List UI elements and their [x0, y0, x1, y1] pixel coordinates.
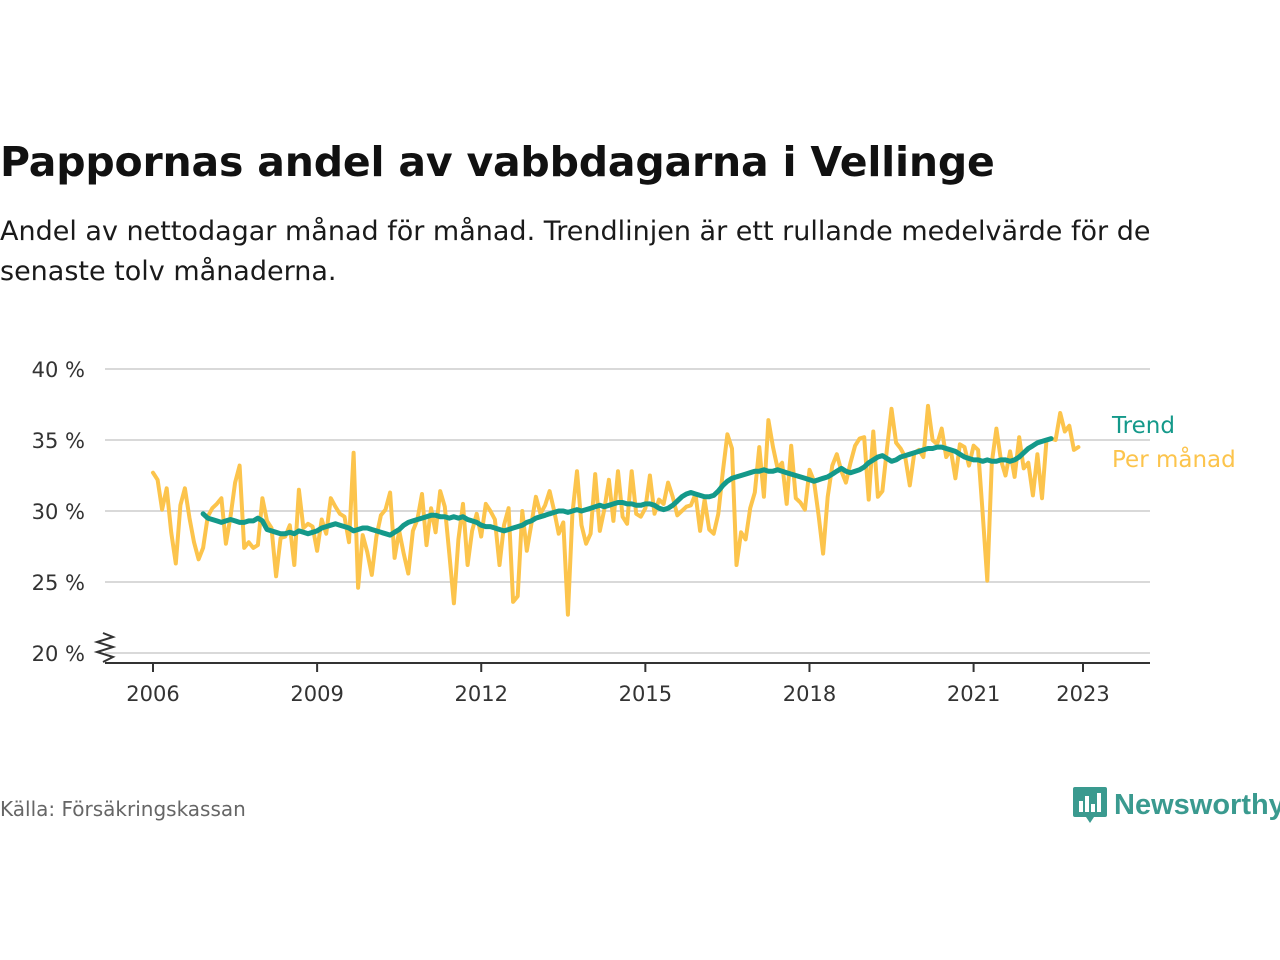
x-tick-label: 2023	[1056, 682, 1109, 706]
newsworthy-logo-icon	[1073, 787, 1107, 823]
y-tick-label: 35 %	[32, 429, 85, 453]
y-tick-label: 20 %	[32, 642, 85, 666]
brand-name: Newsworthy	[1114, 788, 1280, 821]
x-tick-label: 2021	[947, 682, 1000, 706]
axis-break-icon	[93, 632, 117, 663]
series-line-trend	[200, 436, 1054, 538]
y-tick-labels: 20 % 25 % 30 % 35 % 40 %	[32, 358, 85, 666]
newsworthy-logo[interactable]: Newsworthy	[1072, 785, 1280, 825]
line-chart: 20 % 25 % 30 % 35 % 40 % 2006 2009 2012 2015 201…	[32, 358, 1236, 706]
source-note: Källa: Försäkringskassan	[0, 797, 246, 821]
x-tick-label: 2015	[619, 682, 672, 706]
series-lines	[151, 403, 1081, 617]
x-axis	[93, 632, 1150, 664]
x-tick-label: 2009	[290, 682, 343, 706]
x-tick-label: 2006	[126, 682, 179, 706]
chart-title: Pappornas andel av vabbdagarna i Velling…	[0, 138, 995, 186]
x-tick-labels: 2006 2009 2012 2015 2018 2021 2023	[126, 663, 1110, 706]
y-tick-label: 30 %	[32, 500, 85, 524]
chart-subtitle: Andel av nettodagar månad för månad. Tre…	[0, 216, 1151, 287]
series-label-trend: Trend	[1111, 413, 1175, 439]
x-tick-label: 2018	[783, 682, 836, 706]
series-label-per-manad: Per månad	[1112, 445, 1236, 473]
y-tick-label: 25 %	[32, 571, 85, 595]
x-tick-label: 2012	[455, 682, 508, 706]
series-labels: Per månad Trend	[1111, 413, 1236, 473]
y-tick-label: 40 %	[32, 358, 85, 382]
